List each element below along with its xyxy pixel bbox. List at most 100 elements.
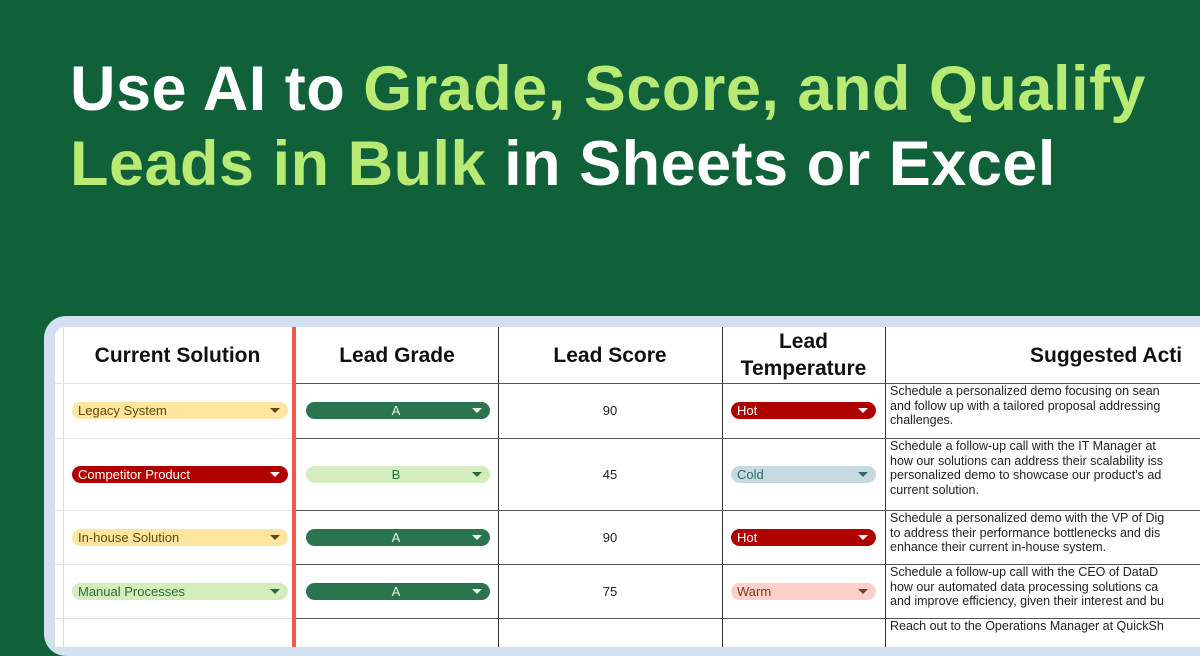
current-solution-cell: Legacy System xyxy=(72,383,288,438)
lead-grade-cell: A xyxy=(306,564,490,618)
suggested-action-cell[interactable]: Reach out to the Operations Manager at Q… xyxy=(886,618,1200,647)
gridline xyxy=(722,327,723,647)
suggested-action-cell[interactable]: Schedule a personalized demo focusing on… xyxy=(886,383,1200,438)
headline-highlight: Grade, Score, and Qualify Leads in Bulk xyxy=(70,54,1146,199)
lead-grade-dropdown[interactable]: B xyxy=(306,465,490,483)
suggested-action-line: challenges. xyxy=(890,413,954,427)
lead-grade-dropdown[interactable]: A xyxy=(306,582,490,600)
current-solution-cell: In-house Solution xyxy=(72,510,288,564)
gridline xyxy=(55,438,292,439)
headline-part-3: in Sheets or Excel xyxy=(486,129,1056,199)
current-solution-value: In-house Solution xyxy=(78,529,180,545)
suggested-action-line: and follow up with a tailored proposal a… xyxy=(890,398,1161,413)
dropdown-arrow-icon xyxy=(270,534,280,540)
gridline xyxy=(498,327,499,647)
dropdown-arrow-icon xyxy=(472,408,482,413)
table-row: Manual Processes A 75 Warm Schedule a follow… xyxy=(55,564,1200,618)
suggested-action-line: Schedule a personalized demo focusing on… xyxy=(890,384,1160,398)
suggested-action-cell[interactable]: Schedule a follow-up call with the IT Ma… xyxy=(886,438,1200,510)
headline: Use AI to Grade, Score, and Qualify Lead… xyxy=(70,52,1170,202)
header-suggested-action[interactable]: Suggested Acti xyxy=(1030,343,1183,367)
suggested-action-cell[interactable]: Schedule a personalized demo with the VP… xyxy=(886,510,1200,564)
gridline xyxy=(296,383,1200,384)
lead-temperature-dropdown[interactable]: Hot xyxy=(731,402,876,419)
lead-grade-cell: A xyxy=(306,383,490,438)
lead-temperature-dropdown[interactable]: Warm xyxy=(731,582,876,600)
current-solution-value: Competitor Product xyxy=(78,466,190,482)
table-row: Reach out to the Operations Manager at Q… xyxy=(55,618,1200,647)
lead-score-cell[interactable]: 90 xyxy=(602,403,618,418)
current-solution-value: Manual Processes xyxy=(78,583,185,599)
header-lead-grade[interactable]: Lead Grade xyxy=(339,343,455,367)
lead-temperature-cell: Hot xyxy=(731,510,876,564)
header-current-solution[interactable]: Current Solution xyxy=(94,343,261,367)
suggested-action-line: and improve efficiency, given their inte… xyxy=(890,594,1164,608)
suggested-action-line: how our automated data processing soluti… xyxy=(890,579,1159,594)
dropdown-arrow-icon xyxy=(858,408,868,413)
lead-grade-dropdown[interactable]: A xyxy=(306,528,490,546)
suggested-action-line: how our solutions can address their scal… xyxy=(890,453,1164,468)
current-solution-dropdown[interactable]: Manual Processes xyxy=(72,582,288,600)
gridline xyxy=(296,438,1200,439)
gridline xyxy=(885,327,886,647)
lead-temperature-value: Warm xyxy=(737,583,772,599)
header-lead-score[interactable]: Lead Score xyxy=(553,343,667,367)
suggested-action-line: Schedule a follow-up call with the CEO o… xyxy=(890,565,1159,579)
headline-part-1: Use AI to xyxy=(70,54,364,124)
suggested-action-line: current solution. xyxy=(890,482,979,497)
lead-score-cell[interactable]: 45 xyxy=(602,466,618,482)
lead-grade-cell: A xyxy=(306,510,490,564)
lead-score-cell[interactable]: 75 xyxy=(602,583,618,599)
lead-grade-cell: B xyxy=(306,438,490,510)
dropdown-arrow-icon xyxy=(472,471,482,477)
table-row: In-house Solution A 90 Hot Schedule a person… xyxy=(55,510,1200,564)
frozen-column-divider[interactable] xyxy=(292,327,296,647)
lead-temperature-value: Cold xyxy=(737,466,764,482)
table-row: Competitor Product B 45 Cold Schedule a foll… xyxy=(55,438,1200,510)
suggested-action-line: personalized demo to showcase our produc… xyxy=(890,468,1162,482)
lead-temperature-cell: Hot xyxy=(731,383,876,438)
dropdown-arrow-icon xyxy=(472,588,482,594)
suggested-action-line: Schedule a personalized demo with the VP… xyxy=(890,511,1165,525)
current-solution-dropdown[interactable]: In-house Solution xyxy=(72,528,288,546)
gridline xyxy=(55,510,292,511)
lead-temperature-cell: Warm xyxy=(731,564,876,618)
dropdown-arrow-icon xyxy=(858,534,868,540)
gridline xyxy=(55,618,292,619)
lead-score-cell[interactable]: 90 xyxy=(602,529,618,545)
spreadsheet: Current Solution Lead Grade Lead Score L… xyxy=(55,327,1200,647)
dropdown-arrow-icon xyxy=(270,588,280,594)
header-lead-temperature[interactable]: Lead Temperature xyxy=(740,330,867,380)
gridline xyxy=(296,618,1200,619)
gridline xyxy=(55,383,292,384)
dropdown-arrow-icon xyxy=(858,471,868,477)
lead-grade-value: A xyxy=(391,583,401,599)
current-solution-cell: Competitor Product xyxy=(72,438,288,510)
suggested-action-line: Schedule a follow-up call with the IT Ma… xyxy=(890,439,1156,453)
gridline xyxy=(296,510,1200,511)
lead-temperature-dropdown[interactable]: Cold xyxy=(731,465,876,483)
lead-temperature-value: Hot xyxy=(737,529,758,545)
lead-grade-value: B xyxy=(391,466,401,482)
dropdown-arrow-icon xyxy=(858,588,868,594)
lead-grade-dropdown[interactable]: A xyxy=(306,402,490,419)
gridline xyxy=(63,327,64,647)
lead-grade-value: A xyxy=(391,529,401,545)
current-solution-cell: Manual Processes xyxy=(72,564,288,618)
current-solution-value: Legacy System xyxy=(78,403,167,418)
suggested-action-cell[interactable]: Schedule a follow-up call with the CEO o… xyxy=(886,564,1200,618)
lead-temperature-dropdown[interactable]: Hot xyxy=(731,528,876,546)
suggested-action-line: to address their performance bottlenecks… xyxy=(890,525,1161,540)
current-solution-dropdown[interactable]: Competitor Product xyxy=(72,465,288,483)
dropdown-arrow-icon xyxy=(270,408,280,413)
current-solution-dropdown[interactable]: Legacy System xyxy=(72,402,288,419)
lead-temperature-value: Hot xyxy=(737,403,758,418)
dropdown-arrow-icon xyxy=(472,534,482,540)
suggested-action-line: Reach out to the Operations Manager at Q… xyxy=(890,619,1164,633)
suggested-action-line: enhance their current in-house system. xyxy=(890,540,1107,554)
dropdown-arrow-icon xyxy=(270,471,280,477)
lead-temperature-cell: Cold xyxy=(731,438,876,510)
gridline xyxy=(296,564,1200,565)
table-row: Legacy System A 90 Hot Schedule a personaliz… xyxy=(55,383,1200,438)
lead-grade-value: A xyxy=(391,403,401,418)
